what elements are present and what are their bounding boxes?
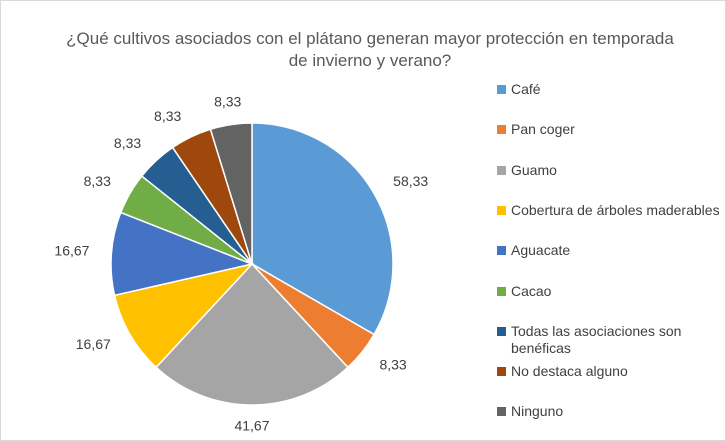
- legend-swatch: [497, 165, 506, 175]
- legend-item: Cacao: [497, 283, 726, 300]
- pie-slice: [110, 211, 255, 297]
- legend-label: Todas las asociaciones son benéficas: [511, 322, 682, 356]
- legend-swatch: [497, 407, 506, 417]
- legend-swatch: [497, 286, 506, 296]
- legend-item: Todas las asociaciones son benéficas: [497, 323, 726, 357]
- legend-label: Cacao: [511, 282, 552, 299]
- data-label: 8,33: [114, 135, 141, 151]
- legend-item: Cobertura de árboles maderables: [497, 202, 726, 219]
- data-label: 8,33: [154, 108, 181, 124]
- pie-slice: [155, 262, 349, 406]
- legend-item: Aguacate: [497, 242, 726, 259]
- legend-swatch: [497, 85, 506, 94]
- legend-item: Guamo: [497, 162, 726, 179]
- chart-title: ¿Qué cultivos asociados con el plátano g…: [66, 29, 674, 70]
- legend-swatch: [497, 246, 506, 256]
- data-label: 41,67: [234, 418, 269, 434]
- legend-item: Pan coger: [497, 121, 726, 138]
- legend-item: Ninguno: [497, 403, 726, 420]
- pie-slice: [209, 122, 253, 265]
- pie-slice: [251, 122, 394, 336]
- legend-swatch: [497, 125, 506, 135]
- data-label: 16,67: [76, 336, 111, 352]
- legend-label: Café: [511, 81, 541, 97]
- data-label: 8,33: [379, 356, 406, 372]
- data-label: 16,67: [54, 242, 89, 258]
- legend-swatch: [497, 326, 506, 336]
- legend-swatch: [497, 205, 506, 215]
- data-label: 8,33: [84, 173, 111, 189]
- data-label: 8,33: [214, 94, 241, 110]
- legend-item: Café: [497, 81, 726, 98]
- legend-item: No destaca alguno: [497, 363, 726, 380]
- data-label: 58,33: [393, 173, 428, 189]
- legend-swatch: [497, 367, 506, 377]
- legend-label: No destaca alguno: [511, 363, 628, 380]
- legend-label: Guamo: [511, 161, 557, 178]
- pie-slice: [113, 262, 255, 369]
- legend-label: Ninguno: [511, 403, 564, 420]
- legend-label: Aguacate: [511, 242, 571, 259]
- legend-label: Cobertura de árboles maderables: [511, 201, 720, 218]
- legend-label: Pan coger: [511, 121, 575, 138]
